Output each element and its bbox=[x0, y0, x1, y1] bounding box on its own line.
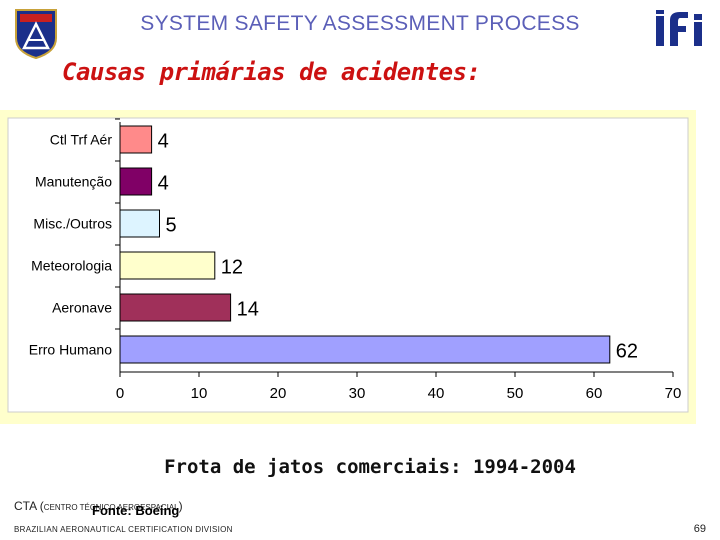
footer-organization: CTA (CENTRO TÉCNICO AEROESPACIAL) bbox=[14, 499, 183, 513]
x-tick-label: 70 bbox=[665, 385, 682, 402]
footer-source: Fonte: Boeing bbox=[92, 503, 180, 518]
footer-org-prefix: CTA ( bbox=[14, 499, 44, 513]
data-label: 4 bbox=[158, 131, 169, 153]
chart-caption: Frota de jatos comerciais: 1994-2004 bbox=[164, 456, 576, 478]
bar bbox=[119, 167, 153, 196]
data-label: 12 bbox=[221, 257, 243, 279]
x-tick-label: 10 bbox=[191, 385, 208, 402]
category-label: Erro Humano bbox=[29, 342, 112, 358]
bar bbox=[119, 125, 153, 154]
footer-division: BRAZILIAN AERONAUTICAL CERTIFICATION DIV… bbox=[14, 525, 233, 534]
x-tick-label: 30 bbox=[349, 385, 366, 402]
cta-shield-logo-icon bbox=[15, 9, 57, 60]
ifi-logo-icon bbox=[656, 10, 702, 46]
bar-chart: 0 10 20 30 40 50 60 70 Ctl Trf Aér 4 Manutenção 4 Mi… bbox=[7, 117, 689, 413]
x-tick-label: 0 bbox=[116, 385, 124, 402]
x-tick-label: 50 bbox=[507, 385, 524, 402]
page-number: 69 bbox=[693, 523, 706, 535]
bar bbox=[119, 209, 160, 238]
data-label: 62 bbox=[616, 341, 638, 363]
x-tick-label: 60 bbox=[586, 385, 603, 402]
bar bbox=[119, 335, 611, 364]
bar bbox=[119, 251, 216, 280]
data-label: 4 bbox=[158, 173, 169, 195]
footer-org-suffix: ) bbox=[178, 499, 183, 513]
x-tick-label: 20 bbox=[270, 385, 287, 402]
chart-panel: 0 10 20 30 40 50 60 70 Ctl Trf Aér 4 Manutenção 4 Mi… bbox=[0, 110, 696, 424]
category-label: Meteorologia bbox=[31, 258, 112, 274]
slide-subtitle: Causas primárias de acidentes: bbox=[62, 58, 481, 86]
category-label: Misc./Outros bbox=[33, 216, 112, 232]
category-label: Manutenção bbox=[35, 174, 112, 190]
bar bbox=[119, 293, 232, 322]
data-label: 14 bbox=[237, 299, 259, 321]
header-title: SYSTEM SAFETY ASSESSMENT PROCESS bbox=[140, 12, 580, 35]
category-label: Aeronave bbox=[52, 300, 112, 316]
x-tick-label: 40 bbox=[428, 385, 445, 402]
data-label: 5 bbox=[166, 215, 177, 237]
category-label: Ctl Trf Aér bbox=[50, 132, 113, 148]
footer-org-name: CENTRO TÉCNICO AEROESPACIAL bbox=[43, 503, 179, 512]
